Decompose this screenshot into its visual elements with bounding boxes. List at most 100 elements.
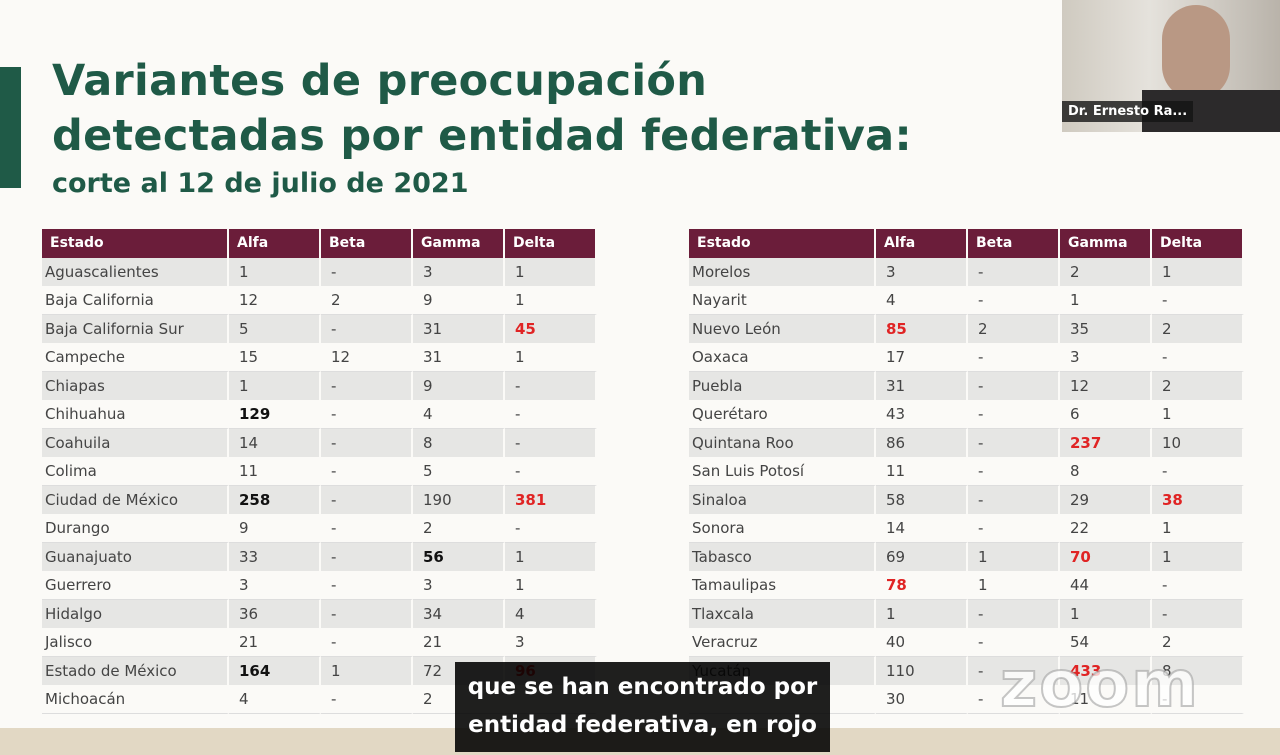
table-cell: 21 (413, 628, 505, 657)
table-row: Tlaxcala 1-1- (689, 599, 1244, 628)
table-cell: 54 (1060, 628, 1152, 657)
table-cell: 30 (876, 685, 968, 714)
table-cell: 11 (1060, 685, 1152, 714)
table-cell: 12 (1060, 371, 1152, 400)
table-cell: - (1152, 286, 1244, 315)
table-cell: 86 (876, 428, 968, 457)
table-cell: - (321, 514, 413, 543)
table-cell: Baja California (42, 286, 229, 315)
table-cell: Estado de México (42, 656, 229, 685)
table-cell: 9 (229, 514, 321, 543)
table-cell: 22 (1060, 514, 1152, 543)
participant-name: Dr. Ernesto Ra... (1062, 101, 1194, 122)
table-row: Nuevo León 85 2 35 2 (689, 314, 1244, 343)
table-cell: 11 (229, 457, 321, 486)
table-cell: - (968, 457, 1060, 486)
header-cell: Beta (968, 229, 1060, 258)
table-row: Tamaulipas 78 1 44- (689, 571, 1244, 600)
table-row: Ciudad de México 258-190 381 (42, 485, 597, 514)
table-row: Guanajuato 33-56 1 (42, 542, 597, 571)
table-cell: 2 (1152, 314, 1244, 343)
table-cell: 31 (413, 343, 505, 372)
table-row: Oaxaca 17-3- (689, 343, 1244, 372)
table-cell: 3 (1060, 343, 1152, 372)
table-cell: Morelos (689, 257, 876, 286)
table-cell: Tabasco (689, 542, 876, 571)
table-cell: 190 (413, 485, 505, 514)
title-line: detectadas por entidad federativa: (52, 111, 912, 161)
table-cell: 381 (505, 485, 597, 514)
table-row: Campeche 15 12 31 1 (42, 343, 597, 372)
table-row: Jalisco 21-21 3 (42, 628, 597, 657)
table-cell: 1 (1152, 257, 1244, 286)
table-cell: - (1152, 457, 1244, 486)
table-cell: Baja California Sur (42, 314, 229, 343)
table-cell: 1 (1060, 599, 1152, 628)
table-cell: 21 (229, 628, 321, 657)
table-cell: 12 (321, 343, 413, 372)
table-row: Quintana Roo 86-237 10 (689, 428, 1244, 457)
table-cell: - (321, 371, 413, 400)
table-cell: - (968, 286, 1060, 315)
table-cell: Sinaloa (689, 485, 876, 514)
table-cell: 3 (413, 257, 505, 286)
table-cell: 8 (1152, 656, 1244, 685)
table-cell: - (968, 257, 1060, 286)
title-line: Variantes de preocupación (52, 56, 708, 106)
table-cell: - (321, 428, 413, 457)
table-cell: 9 (413, 371, 505, 400)
table-cell: Ciudad de México (42, 485, 229, 514)
table-cell: Puebla (689, 371, 876, 400)
table-cell: - (968, 628, 1060, 657)
table-row: Tabasco 69 1 70 1 (689, 542, 1244, 571)
table-cell: 78 (876, 571, 968, 600)
table-cell: - (1152, 571, 1244, 600)
table-cell: 17 (876, 343, 968, 372)
table-cell: Coahuila (42, 428, 229, 457)
table-cell: 1 (1060, 286, 1152, 315)
table-row: San Luis Potosí 11-8- (689, 457, 1244, 486)
table-cell: 5 (413, 457, 505, 486)
table-cell: 56 (413, 542, 505, 571)
table-cell: 433 (1060, 656, 1152, 685)
table-row: Sonora 14-22 1 (689, 514, 1244, 543)
table-cell: 14 (876, 514, 968, 543)
table-cell: 8 (1060, 457, 1152, 486)
header-cell: Alfa (876, 229, 968, 258)
table-cell: 1 (229, 257, 321, 286)
table-row: Veracruz 40-54 2 (689, 628, 1244, 657)
table-cell: 70 (1060, 542, 1152, 571)
table-cell: - (968, 485, 1060, 514)
table-cell: 31 (876, 371, 968, 400)
table-cell: 1 (968, 571, 1060, 600)
table-cell: - (505, 400, 597, 429)
accent-bar (0, 67, 21, 188)
caption: que se han encontrado por entidad federa… (455, 662, 830, 752)
table-cell: 44 (1060, 571, 1152, 600)
table-cell: - (968, 599, 1060, 628)
header-row: Estado Alfa Beta Gamma Delta (42, 229, 597, 258)
table-cell: - (968, 656, 1060, 685)
table-cell: 2 (1060, 257, 1152, 286)
table-cell: Quintana Roo (689, 428, 876, 457)
table-cell: - (321, 628, 413, 657)
table-cell: Michoacán (42, 685, 229, 714)
header-cell: Delta (1152, 229, 1244, 258)
table-row: Baja California Sur 5-31 45 (42, 314, 597, 343)
table-cell: 1 (229, 371, 321, 400)
table-cell: Sonora (689, 514, 876, 543)
table-cell: 1 (321, 656, 413, 685)
table-cell: 12 (229, 286, 321, 315)
table-cell: 1 (505, 286, 597, 315)
table-cell: 129 (229, 400, 321, 429)
header-row: Estado Alfa Beta Gamma Delta (689, 229, 1244, 258)
table-cell: 1 (876, 599, 968, 628)
table-cell: - (321, 599, 413, 628)
table-cell: 3 (876, 257, 968, 286)
header-cell: Beta (321, 229, 413, 258)
table-cell: 58 (876, 485, 968, 514)
table-cell: 1 (1152, 542, 1244, 571)
table-cell: 36 (229, 599, 321, 628)
table-cell: 43 (876, 400, 968, 429)
